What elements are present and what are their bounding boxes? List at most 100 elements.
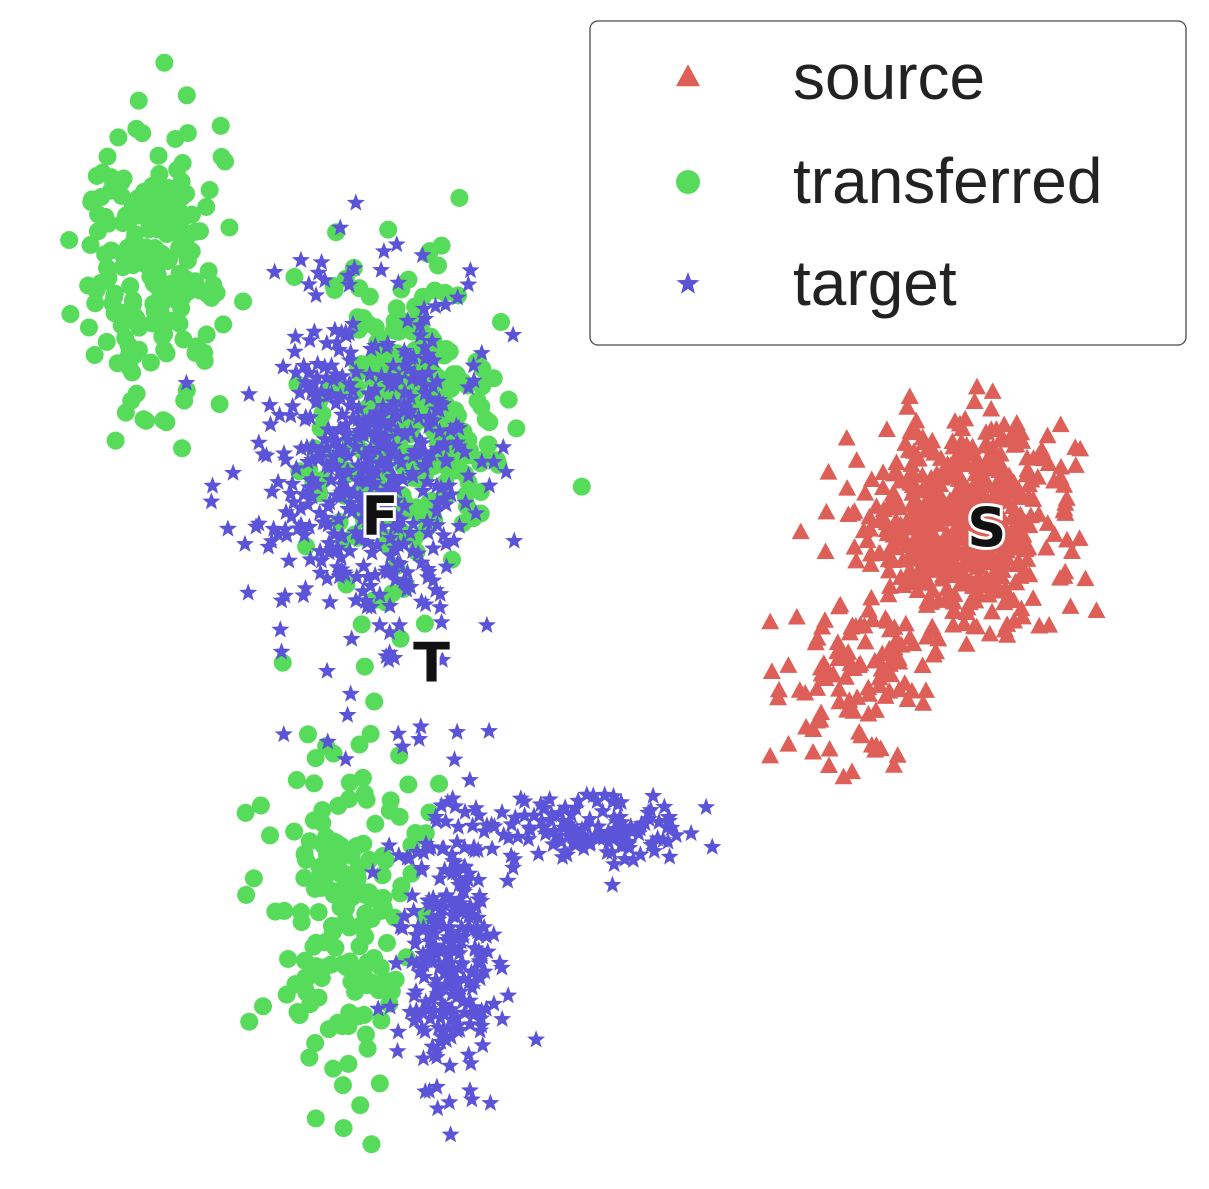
legend: source transferred target <box>589 20 1187 346</box>
target-point <box>536 824 555 842</box>
target-point <box>279 551 298 569</box>
target-point <box>470 951 489 970</box>
target-point <box>424 539 443 557</box>
source-point <box>913 656 932 673</box>
source-point <box>819 756 838 773</box>
target-point <box>330 567 349 585</box>
target-point <box>380 401 399 419</box>
target-point <box>430 958 449 976</box>
source-point <box>983 602 1002 620</box>
target-point <box>445 750 464 768</box>
transferred-point <box>370 1074 389 1093</box>
transferred-point <box>275 901 294 920</box>
source-point <box>880 561 899 579</box>
transferred-point <box>175 391 194 410</box>
target-point <box>389 724 408 742</box>
target-point <box>265 262 284 280</box>
transferred-point <box>379 220 398 239</box>
target-point <box>415 299 434 317</box>
target-point <box>322 384 341 403</box>
target-point <box>484 925 503 943</box>
source-point <box>951 574 970 592</box>
target-point <box>402 951 421 970</box>
target-point <box>264 519 283 537</box>
target-point <box>355 444 374 462</box>
target-point <box>469 840 488 858</box>
transferred-point <box>337 958 356 977</box>
target-point <box>430 390 449 408</box>
target-point <box>376 481 395 499</box>
target-point <box>541 810 560 828</box>
target-point <box>346 523 365 541</box>
source-point <box>1029 505 1048 522</box>
target-point <box>347 437 366 455</box>
target-point <box>446 796 465 815</box>
target-point <box>415 967 434 985</box>
source-point <box>877 420 896 438</box>
target-point <box>521 820 540 838</box>
target-point <box>381 528 400 546</box>
target-point <box>436 997 455 1015</box>
target-point <box>296 578 315 597</box>
source-point <box>884 526 903 543</box>
target-point <box>298 495 317 513</box>
target-point <box>272 642 291 660</box>
target-point <box>239 384 259 403</box>
transferred-point <box>359 883 378 902</box>
target-point <box>295 409 315 428</box>
target-point <box>433 650 452 668</box>
transferred-point <box>295 951 314 970</box>
source-point <box>1000 466 1019 484</box>
transferred-point <box>240 1012 259 1031</box>
target-point <box>393 737 412 755</box>
target-point <box>556 798 575 816</box>
target-point <box>305 322 324 340</box>
target-point <box>438 792 457 811</box>
target-point <box>339 462 358 480</box>
transferred-point <box>365 692 384 711</box>
target-point <box>317 333 336 352</box>
transferred-point <box>285 822 304 841</box>
target-point <box>405 1011 424 1029</box>
target-point <box>282 507 301 525</box>
source-point <box>957 603 976 620</box>
target-point <box>341 493 360 511</box>
target-point <box>307 285 326 304</box>
target-point <box>614 817 633 835</box>
target-point <box>434 525 453 544</box>
target-point <box>384 437 403 455</box>
source-point <box>950 414 969 432</box>
target-point <box>605 808 624 826</box>
source-point <box>900 387 919 404</box>
transferred-point <box>87 166 106 185</box>
source-point <box>886 538 905 556</box>
target-point <box>703 837 722 855</box>
target-point <box>328 333 347 351</box>
source-point <box>918 627 937 645</box>
source-point <box>1056 504 1075 521</box>
target-point <box>427 970 446 988</box>
legend-label-transferred: transferred <box>793 145 1102 217</box>
transferred-point <box>279 949 298 968</box>
target-point <box>448 832 467 851</box>
source-point <box>995 487 1014 505</box>
transferred-point <box>391 629 410 648</box>
target-point <box>358 532 377 551</box>
target-point <box>466 939 485 957</box>
source-point <box>955 541 974 559</box>
source-point <box>1032 440 1051 458</box>
source-point <box>863 610 882 628</box>
source-point <box>933 566 952 583</box>
target-point <box>398 311 417 329</box>
target-point <box>440 917 459 936</box>
series-target <box>177 193 722 1143</box>
series-source <box>761 377 1106 785</box>
target-point <box>595 785 614 803</box>
transferred-point <box>140 257 159 276</box>
target-point <box>357 416 377 434</box>
target-point <box>318 661 337 679</box>
target-point <box>436 450 455 468</box>
target-point <box>527 1030 546 1048</box>
target-point <box>291 498 310 517</box>
target-point <box>398 848 417 866</box>
